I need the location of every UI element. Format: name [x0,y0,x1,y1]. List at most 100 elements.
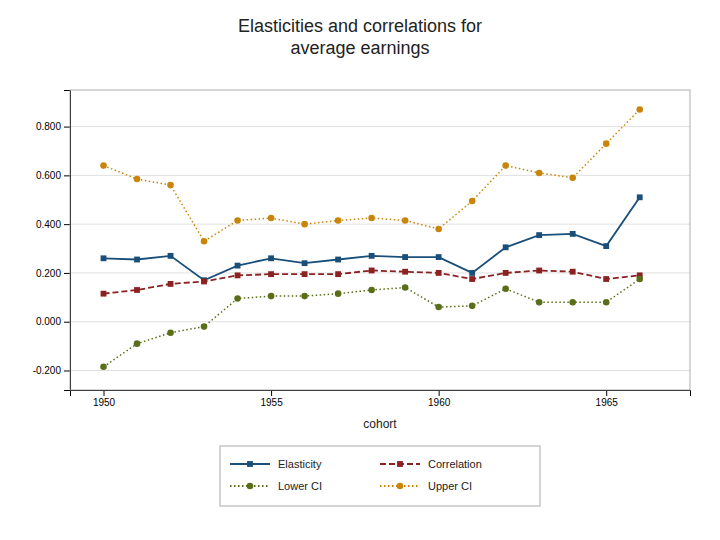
y-tick-label: 0.200 [36,268,61,279]
y-axis-line [64,91,71,391]
data-point [134,176,141,183]
data-point [368,215,375,222]
y-tick: 0.200 [36,268,70,279]
data-point [636,106,643,113]
legend-item: Lower CI [230,480,322,492]
data-point [301,293,308,300]
data-point [570,231,576,237]
x-tick-mark [104,390,105,396]
data-point [436,254,442,260]
data-point [167,329,174,336]
data-point [302,260,308,266]
data-point [536,268,542,274]
x-tick-mark [606,390,607,396]
y-tick: 0.400 [36,219,70,230]
data-point [168,253,174,259]
series-line [104,197,640,280]
title: Elasticities and correlations foraverage… [238,16,482,58]
data-point [235,263,241,269]
grid-line [70,272,690,273]
series-line [104,270,640,293]
data-point [570,269,576,275]
legend-item: Upper CI [380,480,472,492]
data-point [402,269,408,275]
legend-label: Upper CI [428,480,472,492]
grid-line [70,175,690,176]
data-point [234,295,241,302]
y-tick: 0.000 [36,316,70,327]
title-line: average earnings [290,38,429,58]
x-axis: 1950195519601965 [71,390,691,408]
legend-marker [397,483,404,490]
data-point [502,285,509,292]
y-tick: -0.200 [33,365,70,376]
data-point [235,272,241,278]
data-point [569,299,576,306]
data-point [369,253,375,259]
data-point [268,255,274,261]
y-tick-mark [64,224,70,225]
data-point [168,281,174,287]
legend-item: Correlation [380,458,482,470]
series-line [104,110,640,242]
data-point [603,140,610,147]
data-point [134,257,140,263]
data-point [335,217,342,224]
legend-label: Correlation [428,458,482,470]
data-point [100,364,107,371]
grid [70,127,690,371]
series-line [104,279,640,367]
data-point [469,303,476,310]
y-axis: -0.2000.0000.2000.4000.6000.800 [33,91,71,391]
y-tick: 0.800 [36,121,70,132]
x-tick-label: 1955 [260,397,283,408]
data-point [101,291,107,297]
grid-line [70,321,690,322]
data-point [201,238,208,245]
data-point [502,162,509,169]
data-point [101,255,107,261]
data-point [569,175,576,182]
data-point [134,287,140,293]
series [100,276,643,370]
legend-label: Elasticity [278,458,322,470]
data-point [402,217,409,224]
y-tick-mark [64,370,70,371]
data-point [268,293,275,300]
x-tick: 1955 [260,390,283,408]
data-point [402,284,409,291]
data-point [603,243,609,249]
chart: Elasticities and correlations foraverage… [0,0,720,540]
x-tick-mark [439,390,440,396]
data-point [268,271,274,277]
data-point [335,290,342,297]
y-tick-mark [64,175,70,176]
legend-marker [397,461,403,467]
data-point [201,323,208,330]
grid-line [70,224,690,225]
data-point [503,244,509,250]
legend: Elasticity Correlation Lower CI Upper CI [220,446,540,506]
data-point [302,271,308,277]
x-tick-label: 1965 [596,397,619,408]
data-point [536,299,543,306]
x-axis-title: cohort [363,417,397,431]
data-point [201,279,207,285]
y-tick-label: 0.800 [36,121,61,132]
x-tick-label: 1960 [428,397,451,408]
grid-line [70,370,690,371]
data-point [435,226,442,233]
y-tick-label: 0.000 [36,316,61,327]
data-point [335,271,341,277]
x-tick-mark [271,390,272,396]
data-point [603,276,609,282]
legend-marker [247,461,253,467]
data-point [436,270,442,276]
data-point [536,170,543,177]
plot-area [100,106,643,370]
y-tick-mark [64,322,70,323]
data-point [134,340,141,347]
legend-label: Lower CI [278,480,322,492]
y-tick-label: -0.200 [33,365,62,376]
data-point [268,215,275,222]
